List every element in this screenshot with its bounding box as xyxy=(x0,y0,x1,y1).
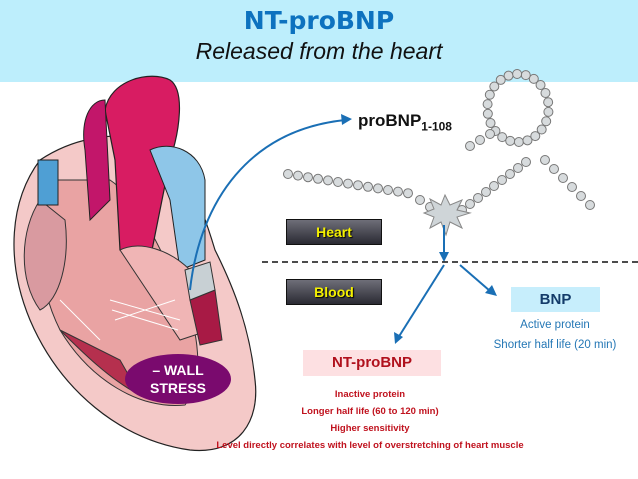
amino-acid-bead xyxy=(513,163,523,173)
amino-acid-bead xyxy=(576,191,586,201)
amino-acid-bead xyxy=(475,135,485,145)
probnp-label: proBNP1-108 xyxy=(358,111,452,133)
amino-acid-bead xyxy=(543,97,554,108)
bnp-title: BNP xyxy=(511,287,600,312)
amino-acid-bead xyxy=(465,199,475,209)
amino-acid-bead xyxy=(535,80,546,91)
probnp-text: proBNP xyxy=(358,111,422,130)
slide-subtitle: Released from the heart xyxy=(195,38,443,64)
amino-acid-bead xyxy=(333,177,343,187)
nt-probnp-title: NT-proBNP xyxy=(303,350,441,376)
amino-acid-bead xyxy=(536,124,547,135)
heart-compartment-label: Heart xyxy=(286,219,382,245)
amino-acid-bead xyxy=(485,129,495,139)
nt-probnp-line: Inactive protein xyxy=(334,389,406,400)
stress-line: STRESS xyxy=(149,380,206,396)
bnp-line: Active protein xyxy=(520,319,590,331)
amino-acid-bead xyxy=(482,108,493,119)
amino-acid-bead xyxy=(512,69,523,80)
amino-acid-bead xyxy=(353,180,363,191)
amino-acid-bead xyxy=(303,172,313,183)
amino-acid-bead xyxy=(495,74,506,85)
amino-acid-bead xyxy=(373,183,383,194)
amino-acid-bead xyxy=(484,89,495,100)
amino-acid-bead xyxy=(549,164,559,174)
amino-acid-bead xyxy=(393,186,403,197)
probnp-subscript: 1-108 xyxy=(421,119,452,134)
amino-acid-bead xyxy=(363,181,373,192)
amino-acid-bead xyxy=(481,187,491,197)
amino-acid-bead xyxy=(585,200,595,210)
amino-acid-bead xyxy=(530,131,541,142)
nt-probnp-line: Longer half life (60 to 120 min) xyxy=(301,406,439,417)
stress-line: – WALL xyxy=(152,362,204,378)
blood-compartment-label: Blood xyxy=(286,279,382,305)
amino-acid-bead xyxy=(415,195,425,205)
amino-acid-bead xyxy=(473,193,483,203)
amino-acid-bead xyxy=(465,141,475,151)
amino-acid-bead xyxy=(383,185,393,195)
amino-acid-bead xyxy=(520,70,531,81)
wall-stress-badge: – WALL STRESS xyxy=(125,354,231,404)
amino-acid-bead xyxy=(283,169,293,179)
amino-acid-bead xyxy=(313,173,323,184)
amino-acid-bead xyxy=(293,170,303,181)
amino-acid-bead xyxy=(541,116,552,127)
amino-acid-bead xyxy=(343,178,353,189)
amino-acid-bead xyxy=(485,118,496,129)
amino-acid-bead xyxy=(497,175,507,185)
amino-acid-bead xyxy=(567,182,577,192)
amino-acid-bead xyxy=(505,135,516,146)
slide-title: NT-proBNP xyxy=(243,6,395,35)
amino-acid-bead xyxy=(323,175,333,186)
amino-acid-bead xyxy=(497,132,508,143)
amino-acid-bead xyxy=(528,73,539,84)
release-arrow xyxy=(189,119,346,291)
amino-acid-bead xyxy=(482,99,493,110)
amino-acid-bead xyxy=(543,106,554,117)
amino-acid-bead xyxy=(403,188,413,199)
cleavage-star-icon xyxy=(422,193,472,237)
amino-acid-bead xyxy=(513,136,524,147)
nt-probnp-line: Higher sensitivity xyxy=(330,423,410,434)
probnp-bead-chain xyxy=(283,69,595,215)
heart-icon xyxy=(13,75,257,452)
amino-acid-bead xyxy=(521,157,531,167)
amino-acid-bead xyxy=(505,169,515,179)
bnp-line: Shorter half life (20 min) xyxy=(493,339,617,351)
amino-acid-bead xyxy=(540,87,551,98)
header-band xyxy=(0,0,638,82)
amino-acid-bead xyxy=(489,181,499,191)
amino-acid-bead xyxy=(489,81,500,92)
nt-probnp-line: Level directly correlates with level of … xyxy=(216,440,524,451)
amino-acid-bead xyxy=(522,135,533,146)
amino-acid-bead xyxy=(540,155,550,165)
amino-acid-bead xyxy=(558,173,568,183)
